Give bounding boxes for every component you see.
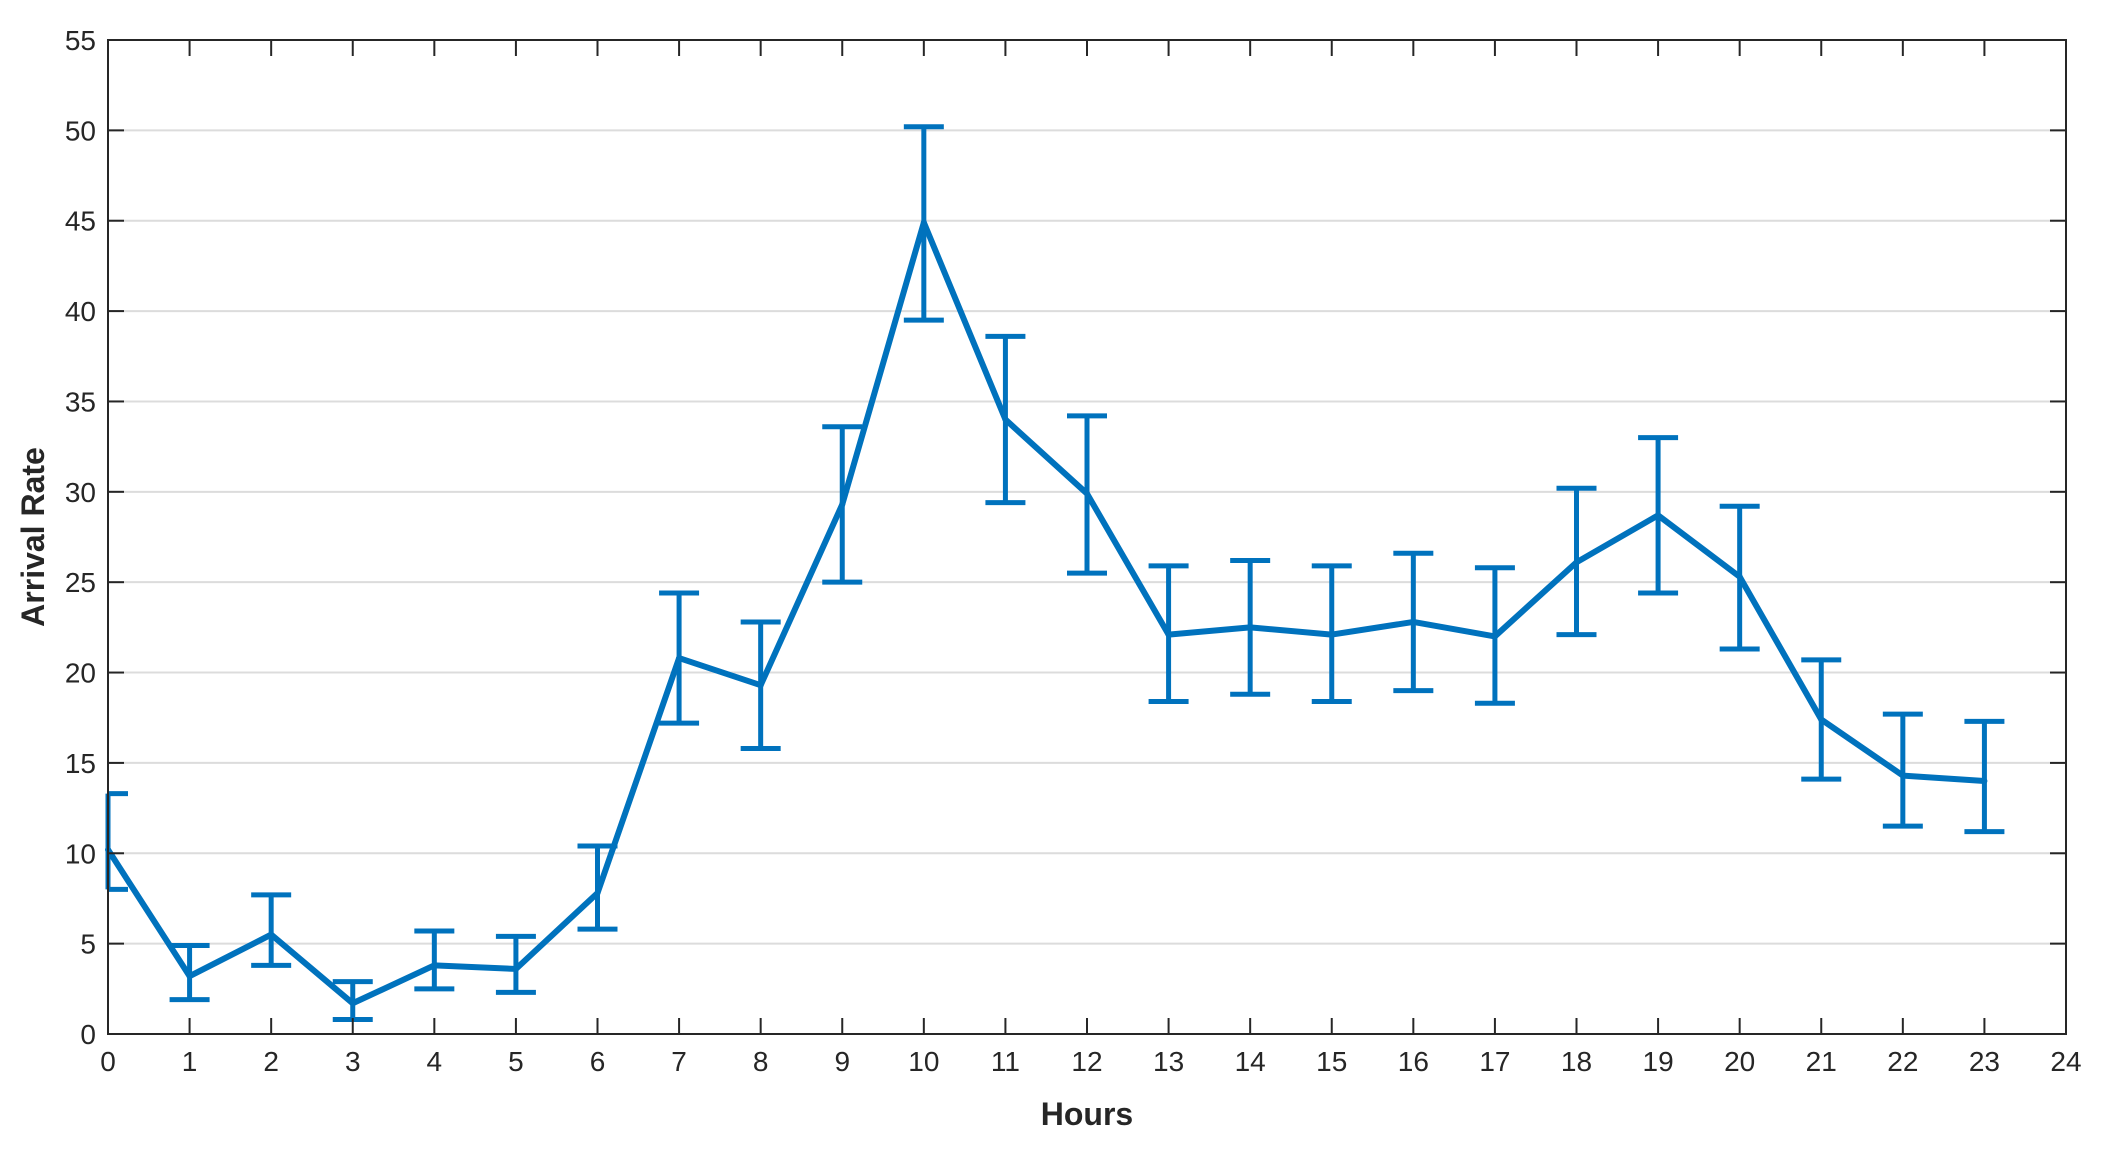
data-point: [676, 655, 683, 662]
error-bar: [495, 933, 536, 995]
x-tick-labels: 0 1 2 3 4 5 6 7 8 9 10 11 12 13 14 15 16 17 18 19 20 21 22 23 24: [100, 1046, 2081, 1077]
x-tick-label: 19: [1643, 1046, 1674, 1077]
data-point: [1165, 631, 1172, 638]
axis-ticks: [107, 39, 2067, 1035]
data-point: [920, 219, 927, 226]
x-tick-label: 2: [263, 1046, 279, 1077]
x-tick-label: 23: [1969, 1046, 2000, 1077]
y-tick-label: 15: [65, 748, 96, 779]
y-tick-label: 50: [65, 115, 96, 146]
x-tick-label: 9: [834, 1046, 850, 1077]
x-tick-label: 0: [100, 1046, 116, 1077]
y-tick-labels: 0 5 10 15 20 25 30 35 40 45 50 55: [65, 25, 96, 1050]
error-bar: [1882, 711, 1923, 829]
x-tick-label: 17: [1479, 1046, 1510, 1077]
y-tick-label: 55: [65, 25, 96, 56]
data-point: [1899, 772, 1906, 779]
data-point: [1655, 512, 1662, 519]
x-tick-label: 4: [427, 1046, 443, 1077]
data-point: [349, 1000, 356, 1007]
y-tick-label: 40: [65, 296, 96, 327]
data-point: [1410, 618, 1417, 625]
x-tick-label: 22: [1887, 1046, 1918, 1077]
error-bar: [251, 892, 292, 968]
data-point: [1002, 416, 1009, 423]
y-tick-label: 10: [65, 838, 96, 869]
x-tick-label: 14: [1235, 1046, 1266, 1077]
data-point: [1084, 490, 1090, 497]
x-tick-label: 7: [671, 1046, 687, 1077]
x-tick-label: 20: [1724, 1046, 1755, 1077]
y-tick-label: 30: [65, 477, 96, 508]
data-point: [512, 965, 519, 972]
x-tick-label: 21: [1806, 1046, 1837, 1077]
data-point: [1573, 559, 1580, 566]
data-point: [1981, 777, 1988, 784]
data-point: [1736, 573, 1743, 580]
data-point: [268, 931, 275, 938]
y-axis-label: Arrival Rate: [15, 447, 51, 627]
x-tick-label: 11: [991, 1046, 1020, 1077]
data-point: [757, 682, 764, 689]
x-tick-label: 24: [2050, 1046, 2081, 1077]
data-point: [594, 890, 601, 897]
data-point: [1818, 716, 1825, 723]
data-point: [186, 973, 193, 980]
y-tick-label: 5: [80, 929, 96, 960]
y-tick-label: 45: [65, 206, 96, 237]
data-point: [1328, 631, 1335, 638]
x-tick-label: 5: [508, 1046, 524, 1077]
error-bar: [414, 928, 455, 992]
x-tick-label: 6: [590, 1046, 606, 1077]
x-tick-label: 15: [1316, 1046, 1347, 1077]
x-axis-label: Hours: [1041, 1096, 1133, 1132]
y-tick-label: 20: [65, 658, 96, 689]
series-line: [105, 219, 1985, 1007]
data-point: [839, 501, 846, 508]
data-point: [1491, 633, 1498, 640]
x-tick-label: 3: [345, 1046, 361, 1077]
data-point: [1247, 624, 1254, 631]
error-bar: [1964, 718, 2005, 835]
x-tick-label: 18: [1561, 1046, 1592, 1077]
x-tick-label: 10: [908, 1046, 939, 1077]
x-tick-label: 13: [1153, 1046, 1184, 1077]
y-tick-label: 35: [65, 386, 96, 417]
x-tick-label: 12: [1071, 1046, 1102, 1077]
series-layer: [105, 124, 2005, 1023]
data-point: [431, 962, 438, 969]
x-tick-label: 1: [182, 1046, 198, 1077]
y-tick-label: 25: [65, 567, 96, 598]
y-tick-label: 0: [80, 1019, 96, 1050]
x-tick-label: 8: [753, 1046, 769, 1077]
x-tick-label: 16: [1398, 1046, 1429, 1077]
